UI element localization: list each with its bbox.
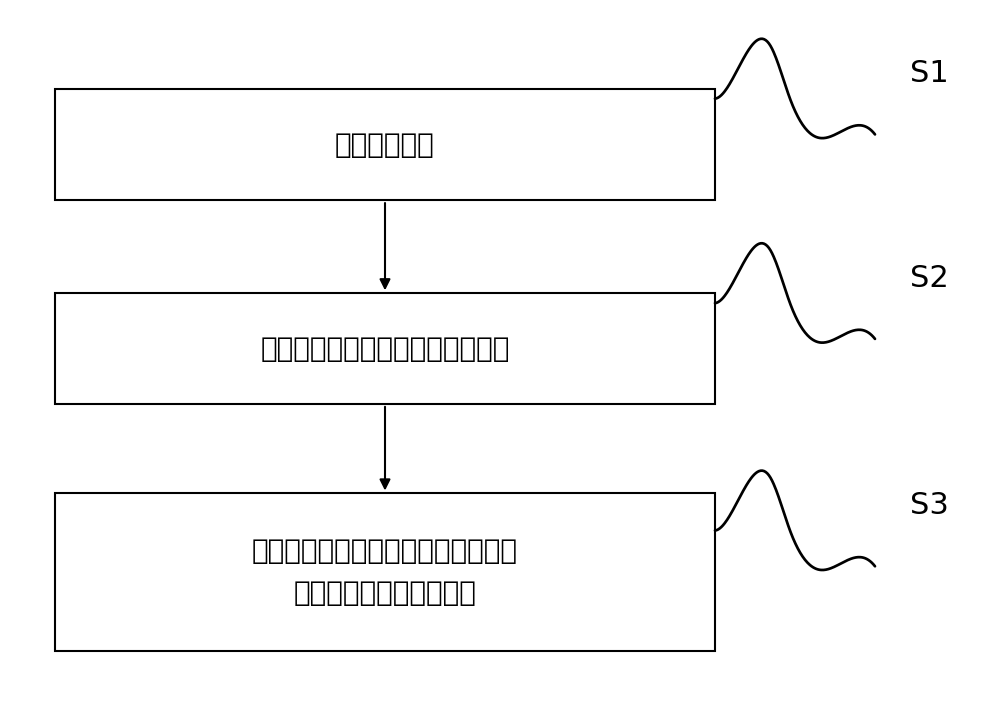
FancyBboxPatch shape (55, 493, 715, 651)
Text: S2: S2 (910, 264, 949, 292)
Text: S3: S3 (910, 491, 949, 520)
Text: S1: S1 (910, 59, 949, 88)
Text: 制备信号输入电路和信号输出电路: 制备信号输入电路和信号输出电路 (260, 335, 510, 363)
Text: 将所述信号输入电路和信号输出电路
与所述逻辑电路对应连接: 将所述信号输入电路和信号输出电路 与所述逻辑电路对应连接 (252, 538, 518, 606)
FancyBboxPatch shape (55, 89, 715, 200)
FancyBboxPatch shape (55, 293, 715, 404)
Text: 制备逻辑电路: 制备逻辑电路 (335, 131, 435, 159)
